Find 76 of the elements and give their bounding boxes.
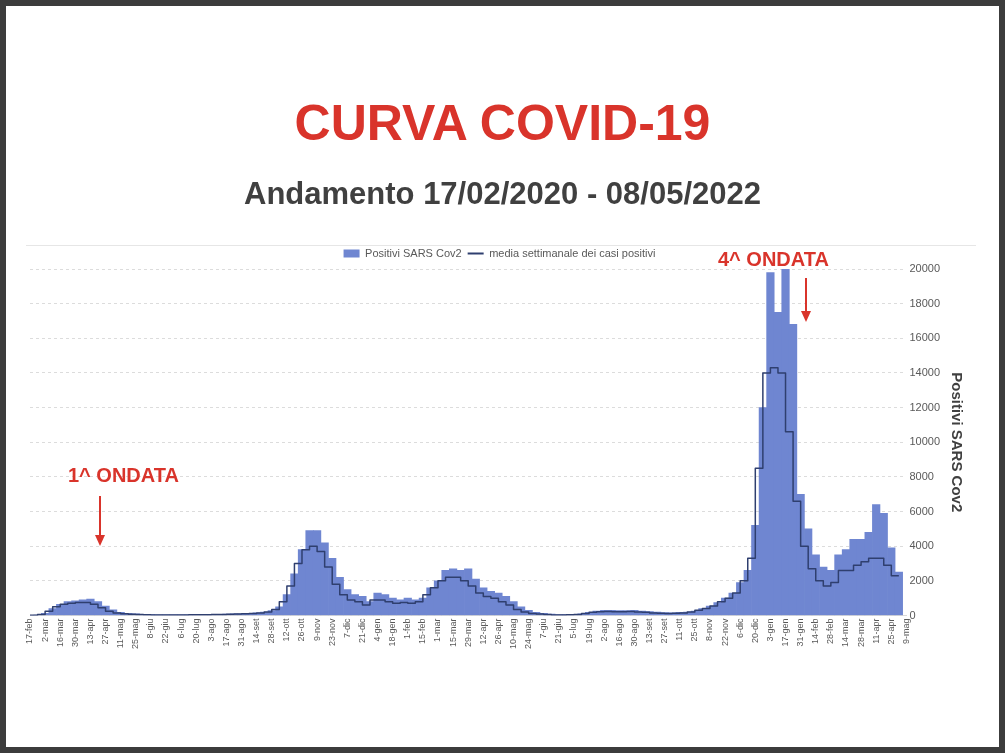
x-tick-label: 27-apr	[100, 618, 111, 645]
x-tick-label: 13-set	[644, 617, 655, 644]
x-tick-label: 15-feb	[417, 618, 428, 645]
x-tick-label: 14-set	[251, 617, 262, 644]
x-tick-label: 1-feb	[402, 618, 413, 639]
x-tick-label: 4-gen	[372, 618, 383, 642]
x-tick-label: 14-mar	[840, 618, 851, 647]
x-tick-label: 20-dic	[749, 617, 760, 643]
x-tick-label: 7-dic	[341, 617, 352, 638]
x-tick-label: 22-giu	[160, 618, 171, 644]
x-tick-label: 18-gen	[387, 618, 398, 647]
x-tick-label: 11-ott	[674, 618, 685, 641]
x-tick-label: 2-mar	[39, 618, 50, 642]
x-tick-label: 21-giu	[553, 618, 564, 644]
x-tick-label: 7-giu	[538, 618, 549, 639]
x-tick-label: 25-apr	[885, 618, 896, 645]
y-tick-label: 14000	[909, 365, 941, 378]
x-tick-label: 3-gen	[764, 618, 775, 642]
x-tick-label: 22-nov	[719, 618, 730, 647]
x-tick-label: 26-apr	[492, 618, 503, 645]
x-tick-label: 17-feb	[24, 618, 35, 645]
x-tick-label: 9-nov	[311, 617, 322, 641]
y-tick-label: 20000	[909, 262, 941, 275]
x-tick-label: 1-mar	[432, 618, 443, 642]
x-tick-label: 25-mag	[130, 618, 141, 649]
x-tick-label: 16-mar	[54, 618, 65, 647]
x-tick-label: 12-apr	[477, 618, 488, 645]
x-tick-label: 24-mag	[523, 618, 534, 649]
x-tick-label: 31-gen	[795, 618, 806, 647]
x-tick-label: 20-lug	[190, 618, 201, 644]
chart-subtitle: Andamento 17/02/2020 - 08/05/2022	[243, 176, 762, 212]
annotation: 4^ ONDATA	[718, 248, 829, 271]
y-tick-label: 16000	[909, 331, 941, 344]
y-tick-label: 18000	[909, 296, 941, 309]
x-tick-label: 11-apr	[870, 618, 881, 644]
x-tick-label: 23-nov	[326, 618, 337, 647]
x-tick-label: 9-mag	[900, 618, 911, 644]
annotation: 1^ ONDATA	[68, 464, 179, 487]
legend-label: media settimanale dei casi positivi	[489, 246, 656, 259]
x-tick-label: 14-feb	[810, 618, 821, 645]
x-tick-label: 29-mar	[462, 618, 473, 647]
x-tick-label: 30-ago	[628, 618, 639, 647]
y-tick-label: 10000	[909, 435, 941, 448]
x-tick-label: 27-set	[659, 617, 670, 644]
y-tick-label: 8000	[909, 469, 934, 482]
y-tick-label: 6000	[909, 504, 934, 517]
y-tick-label: 2000	[909, 573, 934, 586]
x-tick-label: 13-apr	[84, 618, 95, 645]
y-axis-title: Positivi SARS Cov2	[948, 372, 966, 513]
x-tick-label: 11-mag	[115, 618, 126, 649]
x-tick-label: 10-mag	[508, 618, 519, 649]
x-tick-label: 21-dic	[356, 617, 367, 643]
x-tick-label: 31-ago	[236, 618, 247, 647]
y-tick-label: 12000	[909, 400, 941, 413]
x-tick-label: 12-ott	[281, 617, 292, 642]
x-tick-label: 5-lug	[568, 618, 579, 639]
x-tick-label: 8-nov	[704, 617, 715, 641]
x-tick-label: 17-gen	[780, 618, 791, 647]
x-tick-label: 25-ott	[689, 617, 700, 642]
x-tick-label: 28-set	[266, 617, 277, 644]
x-tick-label: 30-mar	[69, 618, 80, 647]
x-tick-label: 28-mar	[855, 618, 866, 647]
chart-title: CURVA COVID-19	[293, 94, 712, 152]
legend-label: Positivi SARS Cov2	[365, 246, 462, 259]
x-tick-label: 16-ago	[613, 618, 624, 647]
x-tick-label: 3-ago	[205, 618, 216, 642]
x-tick-label: 2-ago	[598, 618, 609, 642]
y-tick-label: 4000	[909, 539, 934, 552]
x-tick-label: 6-lug	[175, 618, 186, 639]
x-tick-label: 17-ago	[220, 618, 231, 647]
x-tick-label: 26-ott	[296, 617, 307, 642]
x-tick-label: 15-mar	[447, 618, 458, 647]
x-tick-label: 28-feb	[825, 618, 836, 645]
x-tick-label: 6-dic	[734, 617, 745, 638]
x-tick-label: 19-lug	[583, 618, 594, 644]
x-tick-label: 8-giu	[145, 618, 156, 639]
